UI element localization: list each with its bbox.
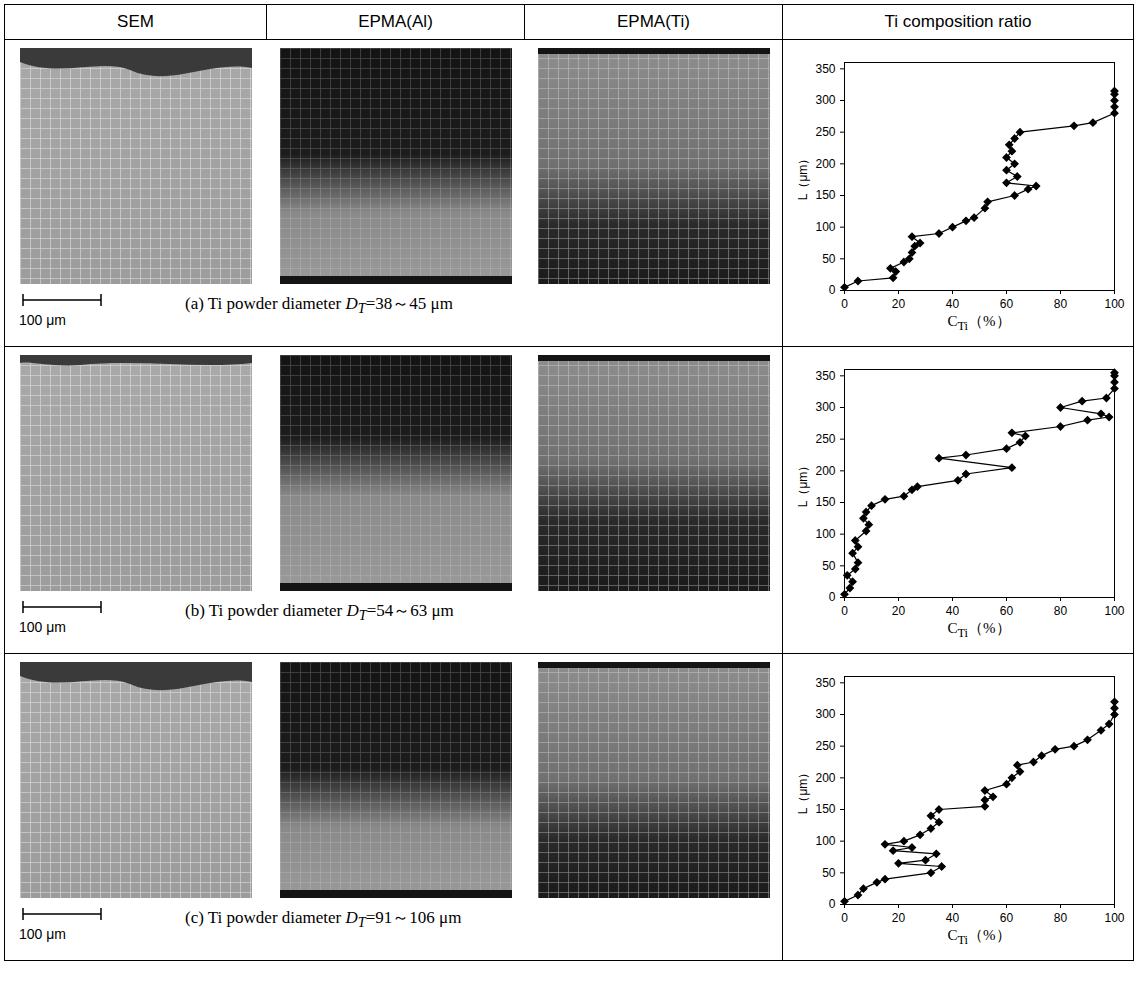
svg-text:40: 40	[946, 604, 960, 618]
svg-text:20: 20	[892, 297, 906, 311]
svg-text:60: 60	[1000, 911, 1014, 925]
svg-text:0: 0	[829, 897, 836, 911]
svg-text:100: 100	[815, 527, 835, 541]
svg-text:40: 40	[946, 911, 960, 925]
svg-text:200: 200	[815, 157, 835, 171]
svg-text:20: 20	[892, 604, 906, 618]
svg-text:350: 350	[815, 369, 835, 383]
svg-text:200: 200	[815, 464, 835, 478]
svg-text:100: 100	[1104, 297, 1124, 311]
svg-text:300: 300	[815, 707, 835, 721]
html-text:100 μm: 100 μm	[19, 619, 66, 635]
svg-text:250: 250	[815, 432, 835, 446]
svg-text:150: 150	[815, 495, 835, 509]
svg-text:100: 100	[815, 834, 835, 848]
svg-text:L（μm）: L（μm）	[796, 460, 810, 508]
svg-text:300: 300	[815, 93, 835, 107]
svg-text:60: 60	[1000, 297, 1014, 311]
svg-text:200: 200	[815, 771, 835, 785]
svg-text:80: 80	[1054, 297, 1068, 311]
svg-text:150: 150	[815, 802, 835, 816]
svg-text:0: 0	[841, 297, 848, 311]
svg-text:20: 20	[892, 911, 906, 925]
svg-text:0: 0	[829, 590, 836, 604]
svg-text:60: 60	[1000, 604, 1014, 618]
svg-text:250: 250	[815, 125, 835, 139]
svg-text:350: 350	[815, 676, 835, 690]
html-text:CTi（%）: CTi（%）	[947, 313, 1011, 333]
html-text:100 μm: 100 μm	[19, 926, 66, 942]
html-text:CTi（%）: CTi（%）	[947, 620, 1011, 640]
svg-text:80: 80	[1054, 604, 1068, 618]
html-text:(b) Ti powder diameter DT=54～6: (b) Ti powder diameter DT=54～63 μm	[185, 601, 454, 624]
svg-text:150: 150	[815, 188, 835, 202]
svg-text:L（μm）: L（μm）	[796, 153, 810, 201]
svg-text:0: 0	[841, 911, 848, 925]
svg-text:0: 0	[841, 604, 848, 618]
html-text:EPMA(Al): EPMA(Al)	[358, 12, 433, 31]
svg-text:50: 50	[822, 559, 836, 573]
svg-text:100: 100	[815, 220, 835, 234]
html-text:SEM: SEM	[117, 12, 154, 31]
html-text:100 μm: 100 μm	[19, 312, 66, 328]
svg-text:350: 350	[815, 62, 835, 76]
html-text:(a) Ti powder diameter DT=38～4: (a) Ti powder diameter DT=38～45 μm	[185, 294, 453, 317]
svg-text:L（μm）: L（μm）	[796, 767, 810, 815]
svg-text:50: 50	[822, 866, 836, 880]
svg-text:100: 100	[1104, 911, 1124, 925]
html-text:EPMA(Ti): EPMA(Ti)	[617, 12, 690, 31]
svg-text:250: 250	[815, 739, 835, 753]
svg-text:300: 300	[815, 400, 835, 414]
html-text:(c) Ti powder diameter DT=91～1: (c) Ti powder diameter DT=91～106 μm	[185, 908, 462, 931]
svg-text:80: 80	[1054, 911, 1068, 925]
svg-text:100: 100	[1104, 604, 1124, 618]
svg-text:50: 50	[822, 252, 836, 266]
svg-text:40: 40	[946, 297, 960, 311]
html-text:Ti composition ratio: Ti composition ratio	[884, 12, 1032, 31]
svg-text:0: 0	[829, 283, 836, 297]
html-text:CTi（%）: CTi（%）	[947, 927, 1011, 947]
